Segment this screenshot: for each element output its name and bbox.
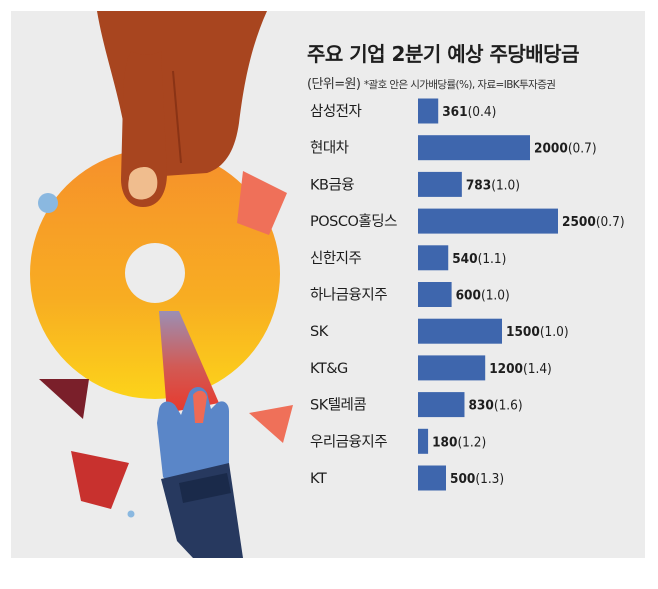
pie-fragment-icon xyxy=(249,405,293,443)
dividend-value-label: 783 xyxy=(466,177,491,193)
yield-label: (1.1) xyxy=(478,251,507,267)
pie-fragment-icon xyxy=(39,379,89,419)
pie-slice-icon xyxy=(159,311,219,413)
chart-subtitle: (단위=원) *괄호 안은 시가배당률(%), 자료=IBK투자증권 xyxy=(307,73,556,92)
value-label-group: 500(1.3) xyxy=(450,471,504,487)
unit-label: (단위=원) xyxy=(307,77,361,92)
value-label-group: 2000(0.7) xyxy=(534,141,597,157)
dividend-value-label: 180 xyxy=(432,434,457,450)
dividend-value-label: 1200 xyxy=(489,361,523,377)
yield-label: (1.4) xyxy=(523,361,552,377)
bar xyxy=(418,98,439,124)
dividend-value-label: 2500 xyxy=(562,214,596,230)
yield-label: (1.0) xyxy=(540,324,569,340)
value-label-group: 180(1.2) xyxy=(432,434,486,450)
bar xyxy=(418,245,449,271)
pie-fragment-icon xyxy=(71,451,129,509)
category-label: KB금융 xyxy=(310,177,354,193)
brown-hand-icon xyxy=(97,11,267,207)
category-label: POSCO홀딩스 xyxy=(310,213,397,230)
value-label-group: 600(1.0) xyxy=(456,288,510,304)
donut-chart-icon xyxy=(30,149,281,399)
dividend-value-label: 540 xyxy=(452,251,477,267)
yield-label: (0.7) xyxy=(568,141,597,157)
category-label: 하나금융지주 xyxy=(310,287,387,304)
bar xyxy=(418,171,462,197)
dot-icon xyxy=(38,193,58,213)
category-label: SK xyxy=(310,324,329,340)
bar xyxy=(418,392,465,418)
yield-label: (0.7) xyxy=(596,214,625,230)
yield-label: (1.6) xyxy=(494,398,523,414)
bar xyxy=(418,355,486,381)
value-label-group: 830(1.6) xyxy=(468,398,522,414)
dividend-value-label: 600 xyxy=(456,288,481,304)
dividend-illustration xyxy=(30,11,293,558)
yield-label: (0.4) xyxy=(468,104,497,120)
value-label-group: 1200(1.4) xyxy=(489,361,552,377)
bar xyxy=(418,208,558,234)
yield-label: (1.0) xyxy=(491,177,520,193)
yield-label: (1.0) xyxy=(481,288,510,304)
category-label: 신한지주 xyxy=(310,250,362,267)
category-label: 우리금융지주 xyxy=(310,433,387,450)
dot-icon xyxy=(127,510,135,518)
bar xyxy=(418,135,530,161)
yield-label: (1.3) xyxy=(475,471,504,487)
value-label-group: 783(1.0) xyxy=(466,177,520,193)
dividend-value-label: 500 xyxy=(450,471,475,487)
dividend-value-label: 1500 xyxy=(506,324,540,340)
bar xyxy=(418,318,502,344)
value-label-group: 361(0.4) xyxy=(442,104,496,120)
value-label-group: 1500(1.0) xyxy=(506,324,569,340)
bar xyxy=(418,428,429,454)
category-label: KT xyxy=(310,471,327,487)
bar xyxy=(418,282,452,307)
category-label: SK텔레콤 xyxy=(310,397,366,414)
yield-label: (1.2) xyxy=(457,434,486,450)
bar-chart: 삼성전자 361(0.4)현대차 2000(0.7)KB금융 783(1.0)POSC… xyxy=(310,98,625,491)
blue-hand-icon xyxy=(157,387,243,558)
source-note: *괄호 안은 시가배당률(%), 자료=IBK투자증권 xyxy=(363,79,556,91)
value-label-group: 540(1.1) xyxy=(452,251,506,267)
category-label: 현대차 xyxy=(310,140,349,157)
dividend-value-label: 361 xyxy=(442,104,467,120)
category-label: KT&G xyxy=(310,361,348,377)
chart-panel: 주요 기업 2분기 예상 주당배당금 (단위=원) *괄호 안은 시가배당률(%… xyxy=(11,11,645,558)
dividend-value-label: 2000 xyxy=(534,141,568,157)
chart-title: 주요 기업 2분기 예상 주당배당금 xyxy=(307,42,579,66)
bar xyxy=(418,465,446,491)
dividend-value-label: 830 xyxy=(468,398,493,414)
value-label-group: 2500(0.7) xyxy=(562,214,625,230)
pie-fragment-icon xyxy=(237,171,287,235)
category-label: 삼성전자 xyxy=(310,103,362,120)
